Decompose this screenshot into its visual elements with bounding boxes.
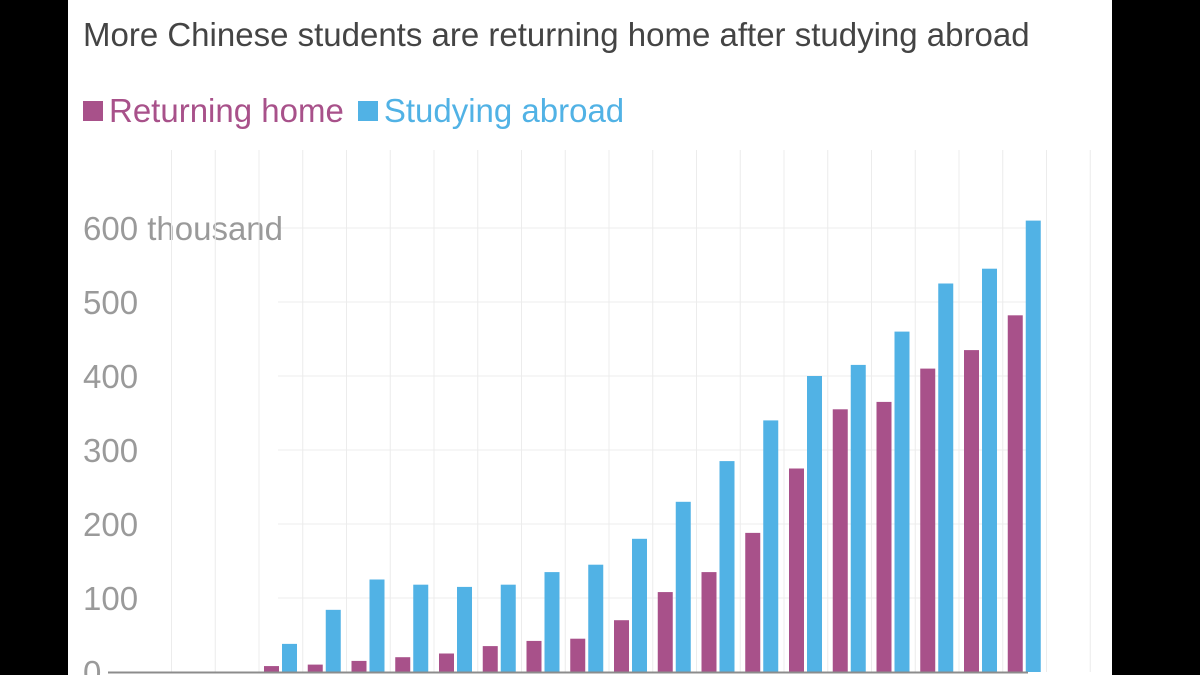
bar-studying-abroad bbox=[719, 461, 735, 672]
y-tick-label: 300 bbox=[83, 432, 138, 469]
bar-studying-abroad bbox=[457, 586, 472, 672]
bar-studying-abroad bbox=[632, 538, 647, 672]
chart-legend: Returning home Studying abroad bbox=[83, 92, 638, 130]
bar-returning-home bbox=[789, 468, 804, 672]
bar-returning-home bbox=[1007, 315, 1023, 672]
y-tick-label: 0 bbox=[83, 654, 101, 675]
bar-returning-home bbox=[395, 657, 411, 672]
bar-returning-home bbox=[745, 532, 761, 672]
bar-studying-abroad bbox=[282, 643, 297, 672]
y-tick-label: 600 thousand bbox=[83, 210, 283, 247]
legend-swatch-studying-abroad bbox=[357, 101, 378, 121]
legend-label-studying-abroad: Studying abroad bbox=[383, 92, 625, 129]
bar-chart: 0 100 200 300 400 500 600 thousand bbox=[83, 150, 1091, 675]
bar-studying-abroad bbox=[763, 420, 779, 672]
legend-label-returning-home: Returning home bbox=[109, 92, 344, 129]
bar-studying-abroad bbox=[807, 376, 822, 672]
y-tick-label: 200 bbox=[83, 506, 138, 543]
bar-returning-home bbox=[701, 572, 717, 672]
bar-returning-home bbox=[832, 409, 848, 672]
bar-returning-home bbox=[482, 646, 498, 672]
bar-studying-abroad bbox=[982, 268, 997, 672]
bar-returning-home bbox=[920, 368, 936, 672]
bar-returning-home bbox=[307, 664, 323, 672]
bar-studying-abroad bbox=[588, 564, 604, 672]
bar-studying-abroad bbox=[544, 572, 560, 672]
bar-returning-home bbox=[526, 640, 542, 672]
bar-returning-home bbox=[964, 350, 979, 672]
bar-studying-abroad bbox=[369, 579, 385, 672]
bar-studying-abroad bbox=[675, 501, 691, 672]
bar-studying-abroad bbox=[850, 364, 866, 672]
bar-returning-home bbox=[657, 592, 673, 672]
y-tick-label: 400 bbox=[83, 358, 138, 395]
legend-swatch-returning-home bbox=[83, 101, 103, 121]
bar-returning-home bbox=[264, 666, 279, 672]
chart-panel: More Chinese students are returning home… bbox=[68, 0, 1112, 675]
bar-returning-home bbox=[570, 638, 586, 672]
legend-item-studying-abroad: Studying abroad bbox=[357, 92, 625, 130]
chart-title: More Chinese students are returning home… bbox=[83, 16, 1030, 53]
legend-item-returning-home: Returning home bbox=[83, 92, 344, 130]
bar-studying-abroad bbox=[938, 283, 954, 672]
bar-studying-abroad bbox=[1025, 220, 1041, 672]
bar-returning-home bbox=[876, 401, 892, 672]
bar-studying-abroad bbox=[894, 331, 910, 672]
y-tick-label: 100 bbox=[83, 580, 138, 617]
y-tick-label: 500 bbox=[83, 284, 138, 321]
bar-returning-home bbox=[614, 620, 629, 672]
bar-returning-home bbox=[351, 660, 367, 672]
bar-returning-home bbox=[439, 653, 454, 672]
bar-studying-abroad bbox=[500, 584, 516, 672]
bar-studying-abroad bbox=[413, 584, 429, 672]
bar-studying-abroad bbox=[325, 609, 341, 672]
